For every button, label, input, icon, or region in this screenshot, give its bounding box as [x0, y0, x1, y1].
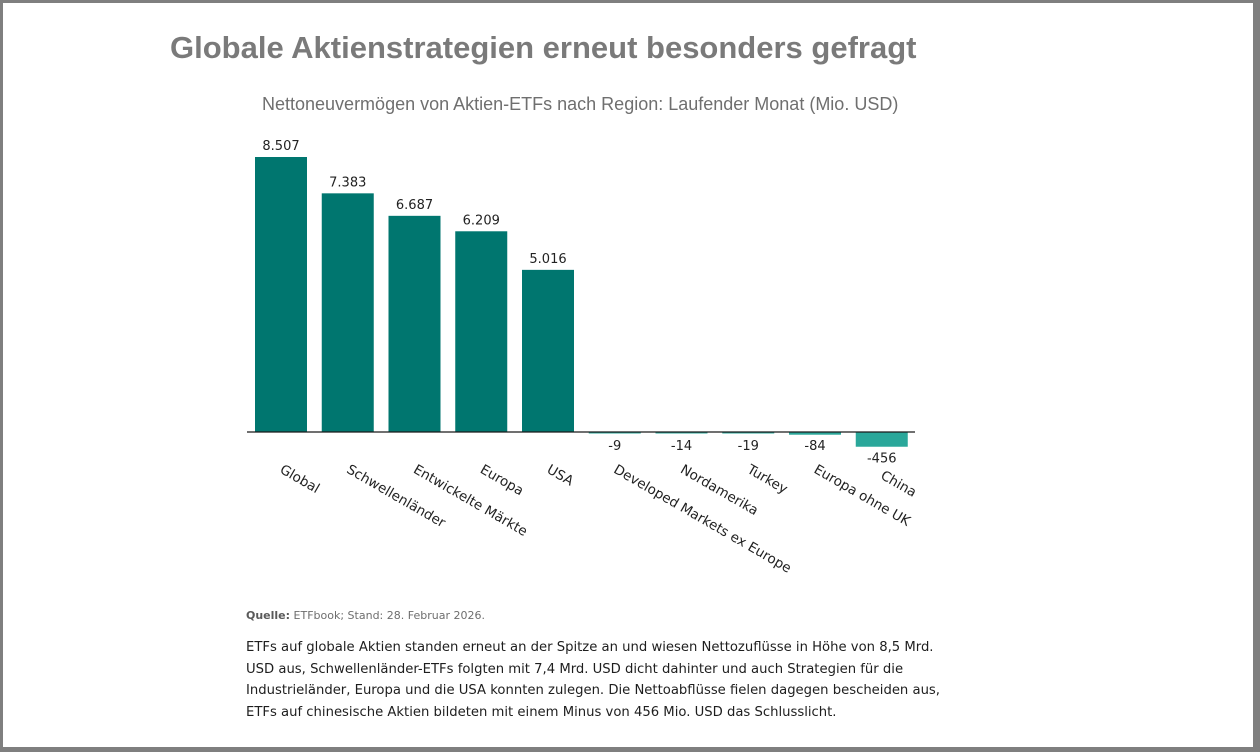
source-note: Quelle: ETFbook; Stand: 28. Februar 2026…	[246, 609, 485, 622]
value-label-2: 6.687	[396, 198, 433, 213]
category-label-7: Turkey	[743, 461, 790, 497]
value-label-7: -19	[738, 439, 759, 454]
value-label-1: 7.383	[329, 175, 366, 190]
category-label-8: Europa ohne UK	[811, 462, 914, 531]
bar-chart: 8.507Global7.383Schwellenländer6.687Entw…	[247, 139, 919, 577]
bar-8	[789, 432, 841, 435]
value-label-3: 6.209	[463, 213, 500, 228]
category-label-2: Entwickelte Märkte	[411, 462, 531, 540]
bar-1	[321, 193, 374, 432]
bar-3	[455, 231, 508, 432]
category-label-3: Europa	[477, 462, 526, 500]
category-label-9: China	[878, 468, 919, 501]
bar-5	[588, 432, 641, 434]
source-label: Quelle:	[246, 609, 291, 622]
bar-0	[255, 157, 307, 432]
bar-2	[388, 215, 441, 432]
value-label-0: 8.507	[262, 139, 299, 154]
bar-6	[655, 432, 708, 434]
bar-9	[855, 432, 908, 447]
source-text: ETFbook; Stand: 28. Februar 2026.	[293, 609, 485, 622]
chart-title: Nettoneuvermögen von Aktien-ETFs nach Re…	[262, 94, 899, 114]
category-label-0: Global	[277, 462, 322, 497]
bar-4	[522, 269, 574, 432]
value-label-6: -14	[671, 439, 692, 454]
value-label-8: -84	[804, 439, 825, 454]
value-label-5: -9	[608, 439, 621, 454]
category-label-4: USA	[544, 462, 577, 490]
value-label-9: -456	[867, 452, 897, 467]
value-label-4: 5.016	[529, 252, 566, 267]
description-paragraph: ETFs auf globale Aktien standen erneut a…	[246, 640, 940, 720]
bar-7	[722, 432, 775, 434]
page-title: Globale Aktienstrategien erneut besonder…	[170, 30, 917, 65]
